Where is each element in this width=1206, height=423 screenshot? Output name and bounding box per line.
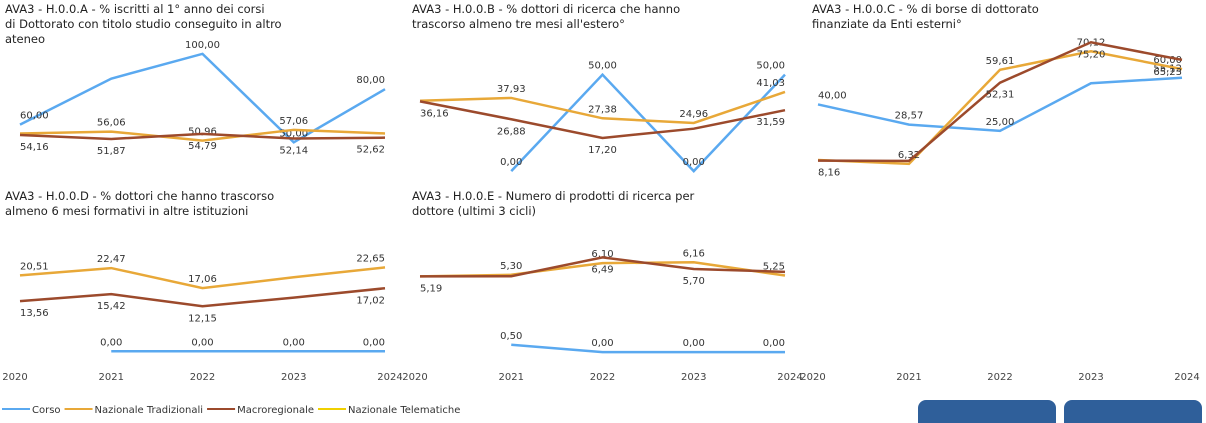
series-line xyxy=(19,52,386,144)
series-line xyxy=(19,266,386,290)
data-label: 13,56 xyxy=(20,308,49,319)
data-label: 54,16 xyxy=(20,142,49,153)
x-tick-label: 2021 xyxy=(99,372,124,383)
x-tick-label: 2021 xyxy=(896,372,921,383)
legend-label: Macroregionale xyxy=(237,405,314,416)
data-label: 26,88 xyxy=(497,126,526,137)
data-label: 20,51 xyxy=(20,261,49,272)
x-tick-label: 2024 xyxy=(1174,372,1199,383)
x-tick-label: 2020 xyxy=(2,372,27,383)
data-label: 50,00 xyxy=(756,61,785,72)
x-tick-label: 2023 xyxy=(281,372,306,383)
data-label: 5,19 xyxy=(420,283,442,294)
legend-label: Nazionale Tradizionali xyxy=(95,405,204,416)
data-label: 50,00 xyxy=(279,128,308,139)
data-label: 0,00 xyxy=(500,157,522,168)
data-label: 17,20 xyxy=(588,145,617,156)
data-label: 12,15 xyxy=(188,313,217,324)
data-label: 37,93 xyxy=(497,84,526,95)
data-label: 0,00 xyxy=(683,338,705,349)
data-label: 75,20 xyxy=(1077,49,1106,60)
data-label: 60,00 xyxy=(20,111,49,122)
data-label: 15,42 xyxy=(97,301,126,312)
data-label: 22,47 xyxy=(97,254,126,265)
data-label: 17,02 xyxy=(356,295,385,306)
data-label: 17,06 xyxy=(188,274,217,285)
x-tick-label: 2020 xyxy=(800,372,825,383)
chart-title: AVA3 - H.0.0.E - Numero di prodotti di r… xyxy=(412,189,695,218)
data-label: 57,06 xyxy=(279,116,308,127)
data-label: 28,57 xyxy=(895,111,924,122)
x-tick-label: 2022 xyxy=(987,372,1012,383)
x-tick-label: 2024 xyxy=(777,372,802,383)
data-label: 25,00 xyxy=(986,117,1015,128)
data-label: 6,10 xyxy=(591,249,613,260)
x-tick-label: 2023 xyxy=(681,372,706,383)
data-label: 5,70 xyxy=(683,276,705,287)
x-tick-label: 2021 xyxy=(499,372,524,383)
data-label: 41,03 xyxy=(756,78,785,89)
series-line xyxy=(419,256,786,278)
series-line xyxy=(419,90,786,125)
series-line xyxy=(817,76,1183,133)
chart-title: AVA3 - H.0.0.C - % di borse di dottorato… xyxy=(812,2,1039,31)
legend-label: Nazionale Telematiche xyxy=(348,405,460,416)
data-label: 5,30 xyxy=(500,261,522,272)
legend-label: Corso xyxy=(32,405,61,416)
data-label: 6,32 xyxy=(898,150,920,161)
data-label: 52,31 xyxy=(986,90,1015,101)
series-line xyxy=(510,72,786,173)
data-label: 51,87 xyxy=(97,146,126,157)
x-tick-label: 2024 xyxy=(377,372,402,383)
data-label: 0,00 xyxy=(763,338,785,349)
series-line xyxy=(817,49,1183,166)
series-line xyxy=(19,132,386,141)
chart-title: AVA3 - H.0.0.A - % iscritti al 1° anno d… xyxy=(5,2,282,46)
data-label: 80,00 xyxy=(356,75,385,86)
x-tick-label: 2023 xyxy=(1078,372,1103,383)
nav-button[interactable] xyxy=(1064,400,1202,423)
data-label: 27,38 xyxy=(588,104,617,115)
data-label: 55,12 xyxy=(1153,64,1182,75)
data-label: 6,49 xyxy=(591,264,613,275)
data-label: 59,61 xyxy=(986,56,1015,67)
data-label: 100,00 xyxy=(185,40,220,51)
data-label: 5,25 xyxy=(763,262,785,273)
series-line xyxy=(511,343,785,354)
nav-button[interactable] xyxy=(918,400,1056,423)
data-label: 31,59 xyxy=(756,117,785,128)
series-line xyxy=(19,128,386,142)
data-label: 22,65 xyxy=(356,253,385,264)
data-label: 54,79 xyxy=(188,141,217,152)
data-label: 24,96 xyxy=(679,109,708,120)
data-label: 60,00 xyxy=(1153,55,1182,66)
data-label: 8,16 xyxy=(818,168,840,179)
data-label: 0,50 xyxy=(500,331,522,342)
data-label: 50,00 xyxy=(588,61,617,72)
x-tick-label: 2022 xyxy=(190,372,215,383)
data-label: 65,23 xyxy=(1153,67,1182,78)
x-tick-label: 2020 xyxy=(402,372,427,383)
data-label: 0,00 xyxy=(100,337,122,348)
data-label: 52,14 xyxy=(279,146,308,157)
chart-title: AVA3 - H.0.0.D - % dottori che hanno tra… xyxy=(5,189,274,218)
data-label: 36,16 xyxy=(420,108,449,119)
data-label: 0,00 xyxy=(283,337,305,348)
data-label: 0,00 xyxy=(191,337,213,348)
data-label: 40,00 xyxy=(818,90,847,101)
series-line xyxy=(817,40,1183,163)
data-label: 6,16 xyxy=(683,248,705,259)
data-label: 0,00 xyxy=(363,337,385,348)
data-label: 56,06 xyxy=(97,118,126,129)
x-tick-label: 2022 xyxy=(590,372,615,383)
series-line xyxy=(419,100,786,140)
data-label: 50,96 xyxy=(188,127,217,138)
chart-title: AVA3 - H.0.0.B - % dottori di ricerca ch… xyxy=(412,2,680,31)
data-label: 52,62 xyxy=(356,145,385,156)
data-label: 0,00 xyxy=(683,157,705,168)
data-label: 0,00 xyxy=(591,338,613,349)
series-line xyxy=(19,287,386,308)
